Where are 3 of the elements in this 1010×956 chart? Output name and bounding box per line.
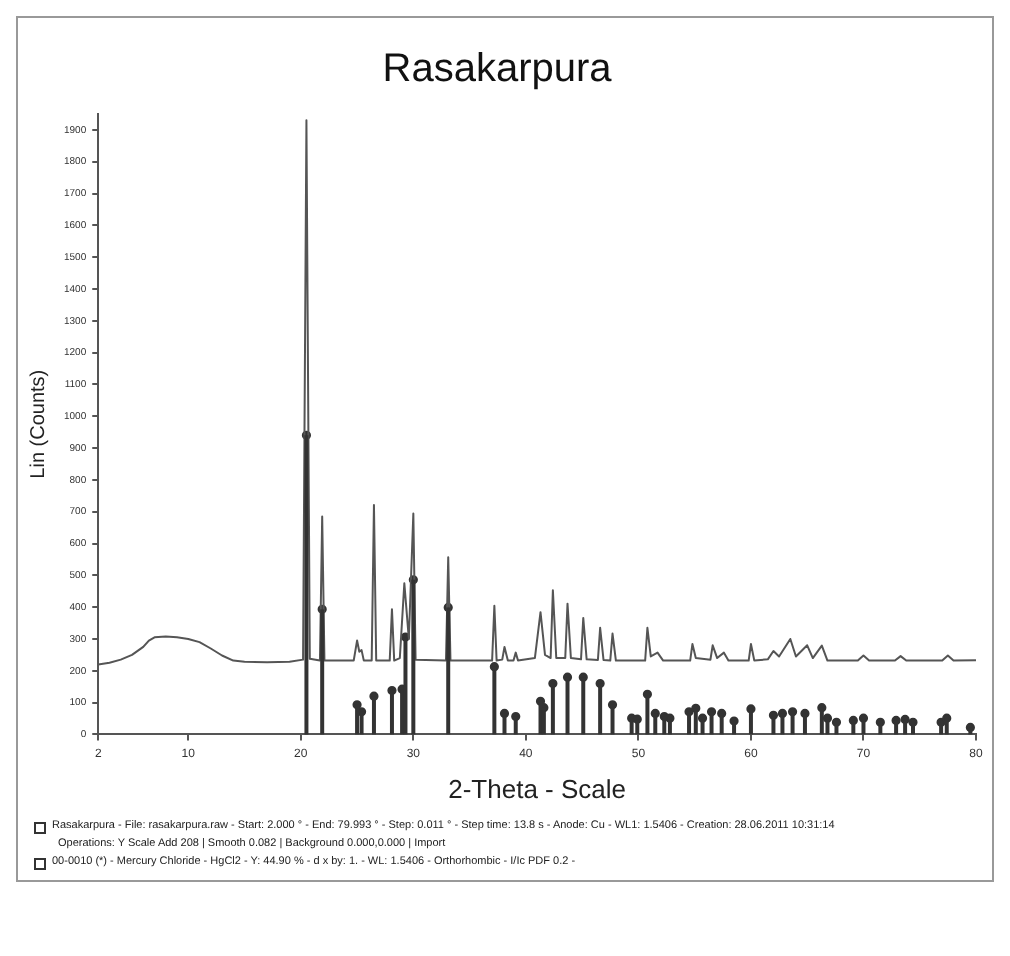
x-axis-title: 2-Theta - Scale: [448, 773, 626, 804]
chart-title: Rasakarpura: [382, 47, 614, 92]
y-axis-title: Lin (Counts): [27, 369, 50, 479]
